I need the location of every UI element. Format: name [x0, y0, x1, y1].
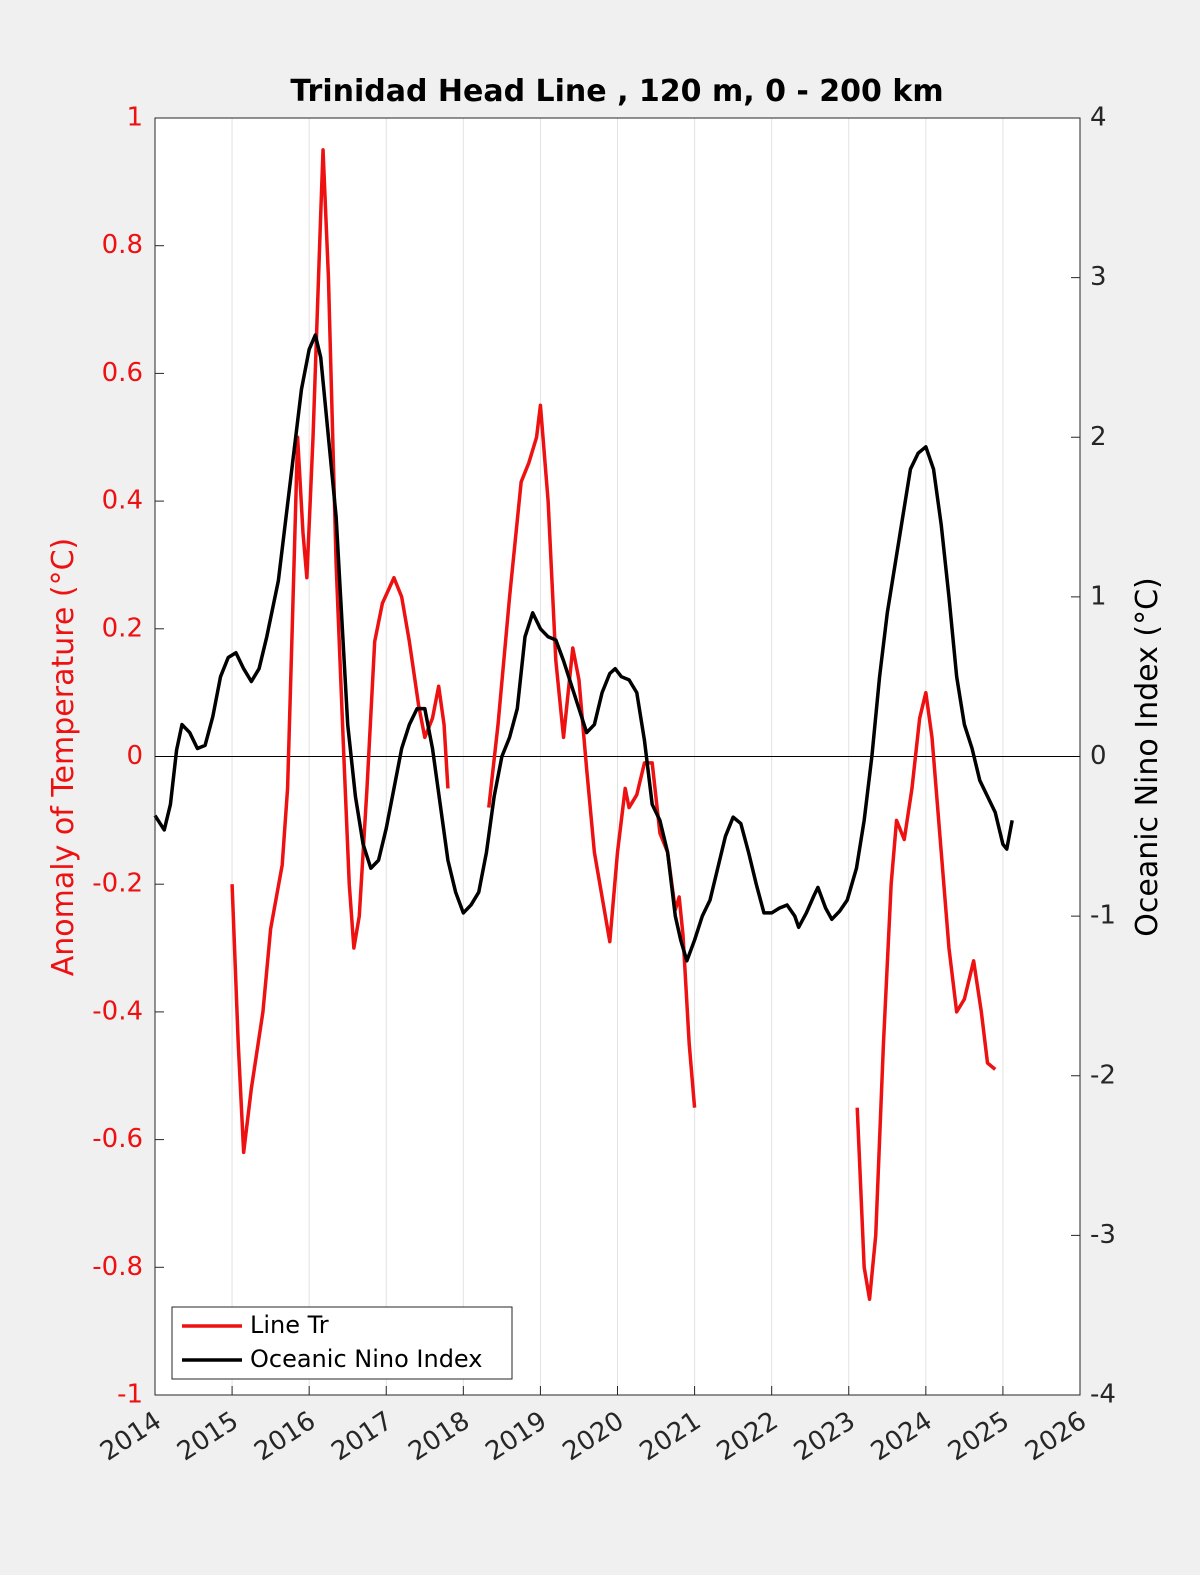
x-tick-label: 2018: [403, 1406, 475, 1467]
y-tick-label: 0.8: [102, 230, 143, 260]
series-line: [153, 333, 1014, 963]
x-tick-label: 2020: [558, 1406, 630, 1467]
x-tick-label: 2023: [789, 1406, 861, 1467]
y-tick-label: 0.2: [102, 613, 143, 643]
y-tick-label: 0.6: [102, 358, 143, 388]
x-tick-label: 2022: [712, 1406, 784, 1467]
legend-label: Oceanic Nino Index: [250, 1345, 482, 1373]
chart-title: Trinidad Head Line , 120 m, 0 - 200 km: [290, 74, 943, 109]
y2-axis-label: Oceanic Nino Index (°C): [1130, 577, 1165, 937]
y2-tick-label: -4: [1090, 1380, 1116, 1410]
x-tick-label: 2021: [635, 1406, 707, 1467]
x-tick-label: 2026: [1020, 1406, 1092, 1467]
y-tick-label: -0.8: [92, 1252, 143, 1282]
y-tick-label: -0.2: [92, 869, 143, 899]
y-tick-label: -0.6: [92, 1124, 143, 1154]
y-tick-label: -0.4: [92, 996, 143, 1026]
x-tick-label: 2025: [943, 1406, 1015, 1467]
x-tick-label: 2017: [326, 1406, 398, 1467]
y-tick-label: 0.4: [102, 486, 143, 516]
x-tick-label: 2024: [866, 1406, 938, 1467]
plot-frame: [154, 117, 1081, 1396]
series-line: [230, 148, 450, 1155]
x-tick-label: 2014: [95, 1406, 167, 1467]
x-tick-label: 2015: [172, 1406, 244, 1467]
y2-tick-label: 0: [1090, 741, 1107, 771]
y-tick-label: 1: [126, 103, 143, 133]
x-tick-label: 2016: [249, 1406, 321, 1467]
y2-tick-label: 3: [1090, 262, 1107, 292]
y2-tick-label: 1: [1090, 581, 1107, 611]
y2-tick-label: 4: [1090, 103, 1107, 133]
y2-tick-label: -1: [1090, 901, 1116, 931]
y-tick-label: 0: [126, 741, 143, 771]
legend-box: [171, 1306, 513, 1380]
y-tick-label: -1: [117, 1380, 143, 1410]
y-axis-label: Anomaly of Temperature (°C): [46, 538, 81, 977]
x-tick-label: 2019: [480, 1406, 552, 1467]
y2-tick-label: 2: [1090, 422, 1107, 452]
series-line: [855, 690, 997, 1301]
y2-tick-label: -3: [1090, 1220, 1116, 1250]
y2-tick-label: -2: [1090, 1060, 1116, 1090]
legend-label: Line Tr: [250, 1311, 329, 1339]
